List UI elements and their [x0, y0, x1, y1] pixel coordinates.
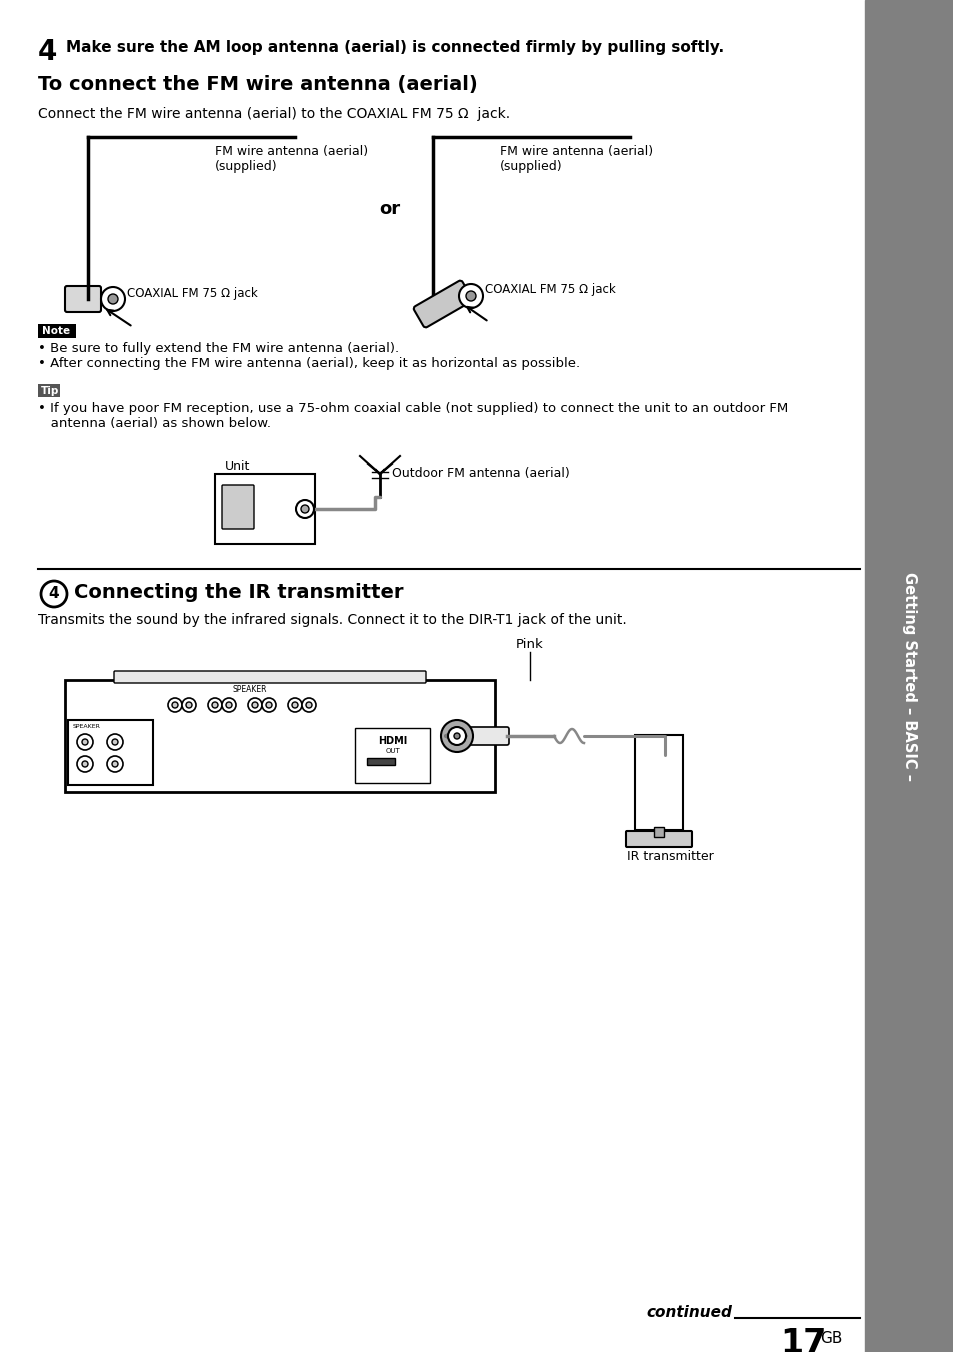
Text: SPEAKER: SPEAKER [73, 725, 101, 729]
Circle shape [77, 734, 92, 750]
Text: COAXIAL FM 75 Ω jack: COAXIAL FM 75 Ω jack [484, 284, 615, 296]
Text: or: or [379, 200, 400, 218]
Text: • After connecting the FM wire antenna (aerial), keep it as horizontal as possib: • After connecting the FM wire antenna (… [38, 357, 579, 370]
Text: Getting Started – BASIC –: Getting Started – BASIC – [901, 572, 916, 780]
Text: Transmits the sound by the infrared signals. Connect it to the DIR-T1 jack of th: Transmits the sound by the infrared sign… [38, 612, 626, 627]
Text: FM wire antenna (aerial)
(supplied): FM wire antenna (aerial) (supplied) [499, 145, 653, 173]
Circle shape [112, 761, 118, 767]
Circle shape [306, 702, 312, 708]
Circle shape [186, 702, 192, 708]
Bar [654, 827, 663, 837]
Circle shape [172, 702, 178, 708]
Bar [864, 0, 953, 1352]
Circle shape [108, 293, 118, 304]
Circle shape [248, 698, 262, 713]
Text: To connect the FM wire antenna (aerial): To connect the FM wire antenna (aerial) [38, 74, 477, 95]
Text: Connecting the IR transmitter: Connecting the IR transmitter [74, 583, 403, 602]
Circle shape [448, 727, 465, 745]
Circle shape [101, 287, 125, 311]
Text: Pink: Pink [516, 638, 543, 652]
Text: HDMI: HDMI [378, 735, 407, 746]
Circle shape [266, 702, 272, 708]
Text: Make sure the AM loop antenna (aerial) is connected firmly by pulling softly.: Make sure the AM loop antenna (aerial) i… [66, 41, 723, 55]
Circle shape [82, 761, 88, 767]
Text: continued: continued [645, 1305, 731, 1320]
Circle shape [295, 500, 314, 518]
Text: 17: 17 [779, 1328, 825, 1352]
Bar [68, 721, 152, 786]
Circle shape [252, 702, 257, 708]
Circle shape [292, 702, 297, 708]
Text: COAXIAL FM 75 Ω jack: COAXIAL FM 75 Ω jack [127, 287, 257, 300]
FancyBboxPatch shape [467, 727, 509, 745]
Circle shape [112, 740, 118, 745]
Circle shape [41, 581, 67, 607]
FancyBboxPatch shape [414, 281, 472, 327]
Bar [38, 324, 76, 338]
Circle shape [77, 756, 92, 772]
Text: Outdoor FM antenna (aerial): Outdoor FM antenna (aerial) [392, 466, 569, 480]
Bar [38, 384, 60, 397]
FancyBboxPatch shape [113, 671, 426, 683]
Bar [355, 727, 430, 783]
Circle shape [212, 702, 218, 708]
FancyBboxPatch shape [625, 831, 691, 846]
Text: FM wire antenna (aerial)
(supplied): FM wire antenna (aerial) (supplied) [214, 145, 368, 173]
Circle shape [107, 734, 123, 750]
Text: • Be sure to fully extend the FM wire antenna (aerial).: • Be sure to fully extend the FM wire an… [38, 342, 398, 356]
Text: Tip: Tip [41, 385, 59, 396]
Circle shape [465, 291, 476, 301]
Bar [635, 735, 682, 830]
Text: IR transmitter: IR transmitter [626, 850, 713, 863]
Circle shape [302, 698, 315, 713]
Text: SPEAKER: SPEAKER [233, 685, 267, 694]
Text: GB: GB [820, 1330, 841, 1347]
Text: 4: 4 [38, 38, 57, 66]
Circle shape [222, 698, 235, 713]
Circle shape [182, 698, 195, 713]
Circle shape [82, 740, 88, 745]
Bar [65, 680, 495, 792]
Circle shape [288, 698, 302, 713]
Circle shape [168, 698, 182, 713]
Bar [367, 758, 395, 765]
Circle shape [226, 702, 232, 708]
Text: 4: 4 [49, 587, 59, 602]
Text: Unit: Unit [225, 460, 250, 473]
Text: Note: Note [42, 326, 71, 335]
Circle shape [454, 733, 459, 740]
Circle shape [262, 698, 275, 713]
Circle shape [301, 506, 309, 512]
Circle shape [107, 756, 123, 772]
Circle shape [208, 698, 222, 713]
FancyBboxPatch shape [222, 485, 253, 529]
Text: OUT: OUT [385, 748, 400, 754]
Text: Connect the FM wire antenna (aerial) to the COAXIAL FM 75 Ω  jack.: Connect the FM wire antenna (aerial) to … [38, 107, 510, 120]
FancyBboxPatch shape [65, 287, 101, 312]
Bar [214, 475, 314, 544]
Text: • If you have poor FM reception, use a 75-ohm coaxial cable (not supplied) to co: • If you have poor FM reception, use a 7… [38, 402, 787, 430]
Circle shape [458, 284, 482, 308]
Circle shape [440, 721, 473, 752]
